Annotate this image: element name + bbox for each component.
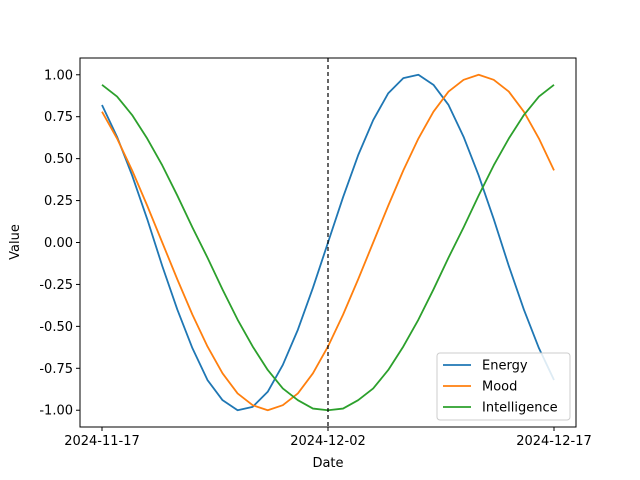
y-axis: -1.00 -0.75 -0.50 -0.25 0.00 0.25 0.50 0.75 1.00 bbox=[39, 68, 80, 419]
legend-box bbox=[436, 352, 571, 421]
x-axis: 2024-11-17 2024-12-02 2024-12-17 bbox=[64, 427, 592, 449]
y-tick-label: -0.75 bbox=[39, 362, 73, 377]
y-tick-label: -0.25 bbox=[39, 278, 73, 293]
y-tick-label: 0.00 bbox=[44, 236, 73, 251]
x-tick-label: 2024-11-17 bbox=[64, 434, 140, 449]
y-tick-label: 0.75 bbox=[44, 110, 73, 125]
y-tick-label: -0.50 bbox=[39, 320, 73, 335]
y-tick-label: 1.00 bbox=[44, 68, 73, 83]
legend: Energy Mood Intelligence bbox=[436, 352, 571, 421]
y-axis-label: Value bbox=[8, 224, 23, 260]
y-tick-label: 0.50 bbox=[44, 152, 73, 167]
x-axis-label: Date bbox=[312, 456, 343, 471]
legend-label: Intelligence bbox=[482, 401, 558, 416]
legend-label: Energy bbox=[482, 359, 528, 374]
x-tick-label: 2024-12-17 bbox=[516, 434, 592, 449]
x-tick-label: 2024-12-02 bbox=[290, 434, 366, 449]
y-tick-label: 0.25 bbox=[44, 194, 73, 209]
y-tick-label: -1.00 bbox=[39, 404, 73, 419]
legend-label: Mood bbox=[482, 380, 517, 395]
